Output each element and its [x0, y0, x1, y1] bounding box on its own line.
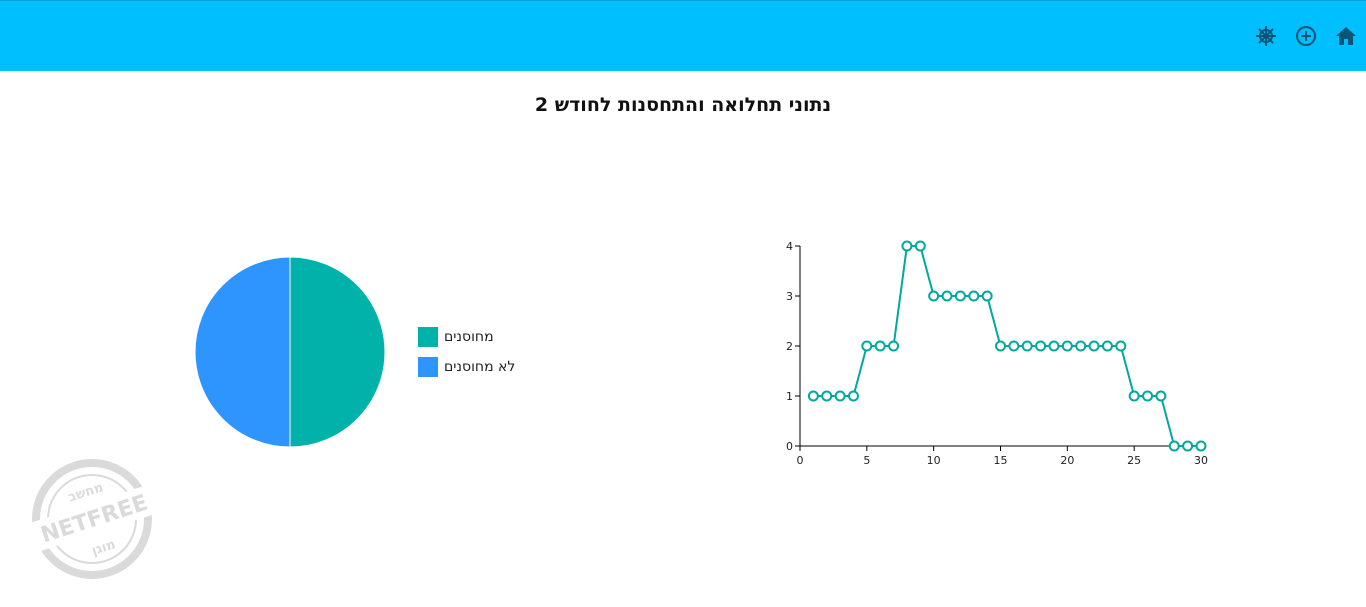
data-point: [1061, 340, 1073, 352]
y-tick-label: 4: [786, 240, 793, 253]
data-point: [807, 390, 819, 402]
data-point: [1182, 440, 1194, 452]
y-tick-label: 1: [786, 390, 793, 403]
line-chart: 0 5 10 15 20 25 30 0 1 2 3 4: [760, 230, 1230, 480]
x-tick-label: 0: [797, 454, 804, 467]
data-point: [834, 390, 846, 402]
data-point: [928, 290, 940, 302]
data-point: [1048, 340, 1060, 352]
svg-text:NETFREE: NETFREE: [38, 490, 151, 548]
pie-slice-0: [289, 256, 386, 448]
data-point: [995, 340, 1006, 352]
y-tick-label: 0: [786, 440, 793, 453]
data-point: [941, 290, 953, 302]
data-point: [861, 340, 873, 352]
legend-swatch-vaccinated: [418, 327, 438, 347]
legend-label-unvaccinated: לא מחוסנים: [444, 359, 516, 375]
legend-item-unvaccinated[interactable]: לא מחוסנים: [418, 356, 515, 378]
data-point: [914, 240, 926, 252]
data-point: [1155, 390, 1167, 402]
data-point: [1101, 340, 1113, 352]
data-point: [1142, 390, 1154, 402]
legend-label-vaccinated: מחוסנים: [444, 329, 494, 345]
data-point: [821, 390, 833, 402]
pie-legend: מחוסנים לא מחוסנים: [418, 326, 515, 386]
pie-chart-svg: [194, 256, 386, 448]
legend-swatch-unvaccinated: [418, 357, 438, 377]
x-tick-label: 15: [994, 454, 1008, 467]
data-point: [1075, 340, 1087, 352]
data-point: [1088, 340, 1100, 352]
legend-item-vaccinated[interactable]: מחוסנים: [418, 326, 515, 348]
home-icon[interactable]: [1335, 25, 1357, 47]
x-tick-label: 25: [1127, 454, 1141, 467]
data-point: [888, 340, 900, 352]
data-point: [1008, 340, 1020, 352]
page-title: נתוני תחלואה והתחסנות לחודש 2: [534, 94, 832, 116]
data-point: [847, 390, 859, 402]
data-point: [1128, 390, 1140, 402]
x-tick-label: 30: [1194, 454, 1208, 467]
data-point: [1168, 440, 1180, 452]
data-point: [901, 240, 913, 252]
data-point: [1195, 440, 1207, 452]
data-point: [954, 290, 966, 302]
x-tick-label: 20: [1060, 454, 1074, 467]
y-tick-label: 3: [786, 290, 793, 303]
data-point: [1035, 340, 1047, 352]
pie-slice-1: [194, 256, 291, 448]
x-tick-label: 5: [863, 454, 870, 467]
y-tick-label: 2: [786, 340, 793, 353]
svg-text:מוגן: מוגן: [90, 537, 118, 559]
x-tick-label: 10: [927, 454, 941, 467]
data-point: [981, 290, 993, 302]
data-point: [874, 340, 886, 352]
line-chart-svg: 0 5 10 15 20 25 30 0 1 2 3 4: [786, 240, 1208, 467]
add-circle-icon[interactable]: [1295, 25, 1317, 47]
top-bar: [0, 0, 1366, 71]
data-point: [968, 290, 980, 302]
netfree-watermark-logo: NETFREE מחשב מוגן: [26, 459, 162, 579]
settings-wheel-icon[interactable]: [1255, 25, 1277, 47]
pie-chart: [190, 252, 390, 452]
data-point: [1021, 340, 1033, 352]
data-point: [1115, 340, 1127, 352]
